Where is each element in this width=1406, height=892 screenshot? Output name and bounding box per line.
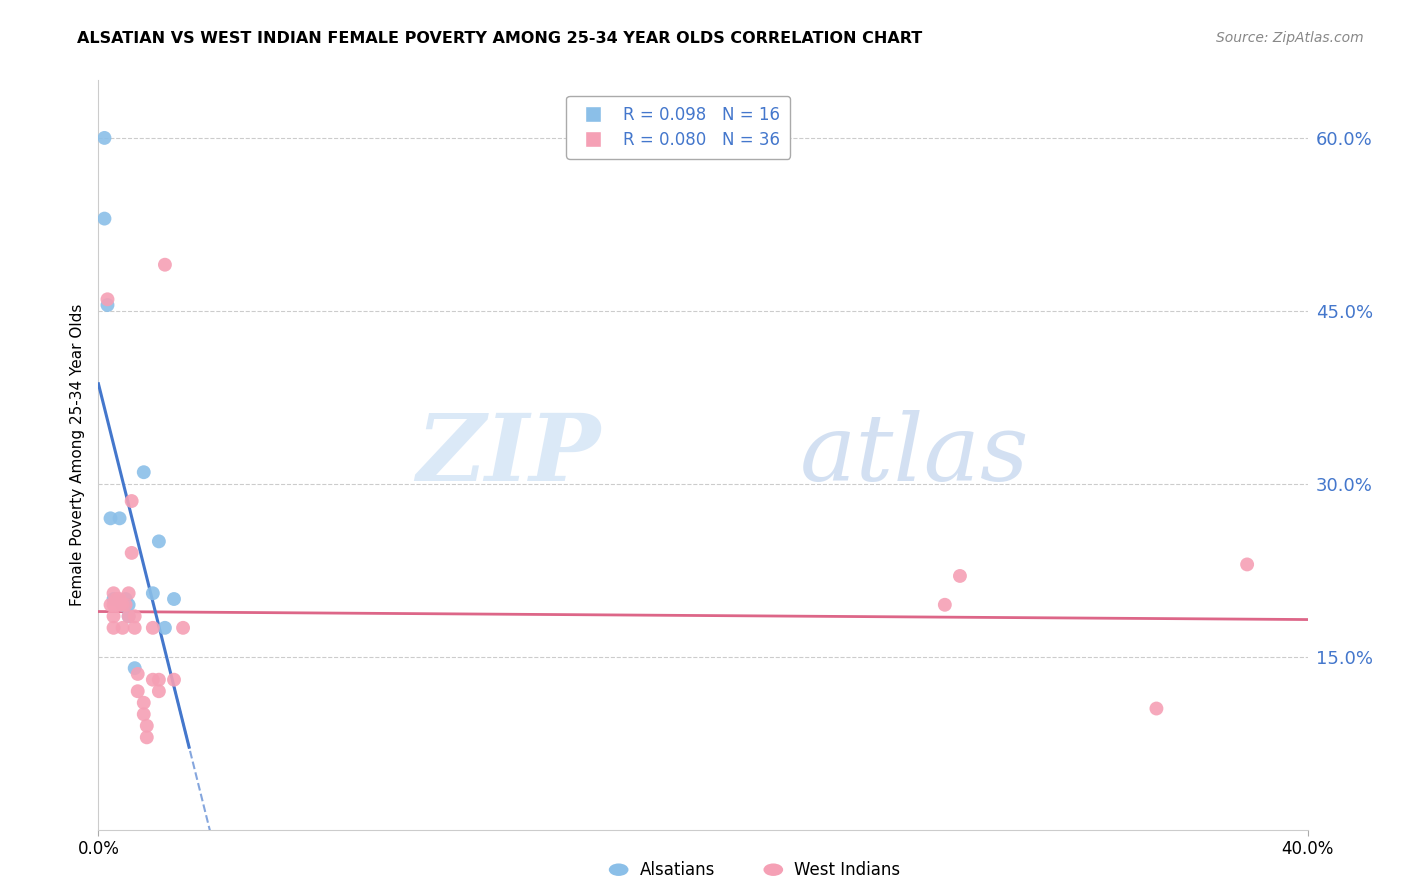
Point xyxy=(148,534,170,549)
Point xyxy=(124,609,146,624)
Text: atlas: atlas xyxy=(800,410,1029,500)
Text: ZIP: ZIP xyxy=(416,410,600,500)
Point xyxy=(93,131,115,145)
Point xyxy=(105,592,128,607)
Point xyxy=(103,598,125,612)
Point xyxy=(142,586,165,600)
Point xyxy=(121,494,143,508)
Point xyxy=(121,546,143,560)
Text: Source: ZipAtlas.com: Source: ZipAtlas.com xyxy=(1216,31,1364,45)
Point xyxy=(132,465,155,479)
Point xyxy=(103,586,125,600)
Text: Alsatians: Alsatians xyxy=(640,861,716,879)
Point xyxy=(132,707,155,722)
Y-axis label: Female Poverty Among 25-34 Year Olds: Female Poverty Among 25-34 Year Olds xyxy=(69,304,84,606)
Point xyxy=(148,684,170,698)
Point xyxy=(105,598,128,612)
Point xyxy=(103,592,125,607)
Point xyxy=(1236,558,1258,572)
Point xyxy=(127,684,149,698)
Point xyxy=(124,661,146,675)
Point xyxy=(103,609,125,624)
Point xyxy=(108,511,131,525)
Point xyxy=(163,673,186,687)
Point xyxy=(100,598,122,612)
Point xyxy=(100,511,122,525)
Point xyxy=(949,569,972,583)
Point xyxy=(108,592,131,607)
Point xyxy=(96,293,118,307)
Point xyxy=(111,598,134,612)
Text: West Indians: West Indians xyxy=(794,861,900,879)
Point xyxy=(93,211,115,226)
Point xyxy=(127,667,149,681)
Point xyxy=(153,258,176,272)
Point xyxy=(172,621,194,635)
Point xyxy=(1144,701,1167,715)
Point xyxy=(118,586,141,600)
Point xyxy=(111,598,134,612)
Text: ALSATIAN VS WEST INDIAN FEMALE POVERTY AMONG 25-34 YEAR OLDS CORRELATION CHART: ALSATIAN VS WEST INDIAN FEMALE POVERTY A… xyxy=(77,31,922,46)
Point xyxy=(132,696,155,710)
Point xyxy=(96,298,118,312)
Point xyxy=(111,621,134,635)
Point xyxy=(114,592,136,607)
Point xyxy=(934,598,956,612)
Point xyxy=(163,592,186,607)
Point xyxy=(142,621,165,635)
Point xyxy=(135,731,157,745)
Point xyxy=(108,598,131,612)
Point xyxy=(142,673,165,687)
Point xyxy=(148,673,170,687)
Point xyxy=(153,621,176,635)
Point xyxy=(118,609,141,624)
Point xyxy=(118,609,141,624)
Point xyxy=(135,719,157,733)
Point xyxy=(103,621,125,635)
Point xyxy=(114,598,136,612)
Legend: R = 0.098   N = 16, R = 0.080   N = 36: R = 0.098 N = 16, R = 0.080 N = 36 xyxy=(567,96,790,159)
Point xyxy=(124,621,146,635)
Point xyxy=(118,598,141,612)
